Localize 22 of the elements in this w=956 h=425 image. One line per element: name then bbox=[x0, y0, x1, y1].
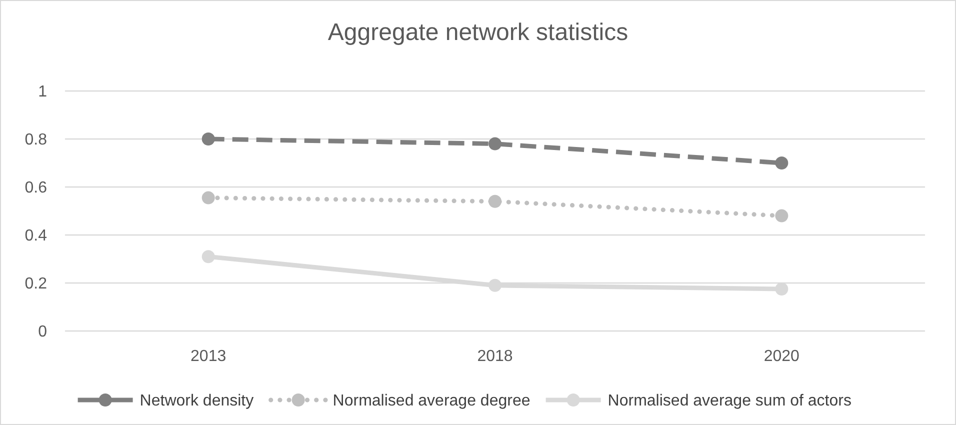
y-tick-label: 1 bbox=[38, 84, 48, 101]
point bbox=[775, 156, 788, 170]
point bbox=[202, 250, 215, 264]
y-tick-label: 0.4 bbox=[24, 228, 48, 245]
point bbox=[202, 191, 215, 204]
point bbox=[488, 278, 502, 292]
point bbox=[488, 194, 502, 208]
point bbox=[775, 282, 788, 296]
chart-title: Aggregate network statistics bbox=[328, 19, 628, 46]
y-tick-label: 0 bbox=[38, 324, 48, 341]
point bbox=[488, 137, 502, 150]
legend-label: Normalised average sum of actors bbox=[608, 392, 852, 410]
y-tick-label: 0.2 bbox=[24, 276, 48, 293]
point bbox=[775, 209, 788, 222]
y-tick-label: 0.6 bbox=[24, 180, 48, 197]
legend-label: Network density bbox=[140, 392, 254, 410]
x-tick-label: 2020 bbox=[764, 348, 800, 365]
legend-label: Normalised average degree bbox=[332, 392, 530, 410]
x-tick-label: 2018 bbox=[477, 348, 513, 365]
y-tick-label: 0.8 bbox=[24, 132, 48, 149]
point bbox=[202, 132, 215, 146]
x-tick-label: 2013 bbox=[190, 348, 226, 365]
